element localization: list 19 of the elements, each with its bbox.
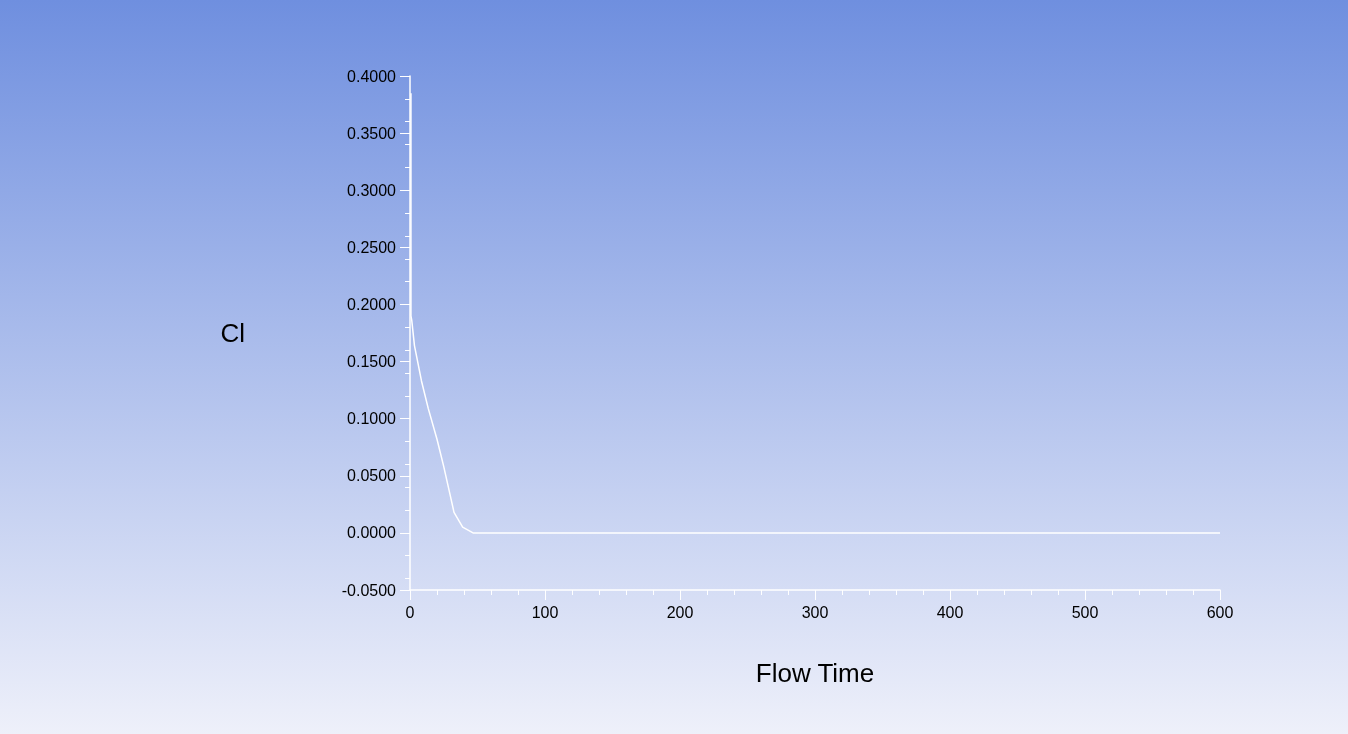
y-tick-label: 0.4000 [347, 67, 397, 85]
y-tick-label: 0.1500 [347, 353, 397, 371]
x-tick-label: 500 [1071, 603, 1099, 621]
y-tick-label: 0.2000 [347, 295, 397, 313]
y-tick-label: 0.2500 [347, 238, 397, 256]
y-tick-label: 0.0500 [347, 467, 397, 485]
y-tick-label: 0.0000 [347, 524, 397, 542]
x-tick-label: 300 [801, 603, 829, 621]
y-tick-label: 0.3500 [347, 124, 397, 142]
y-tick-label: 0.3000 [347, 181, 397, 199]
y-tick-label: 0.1000 [347, 410, 397, 428]
y-axis-title: Cl [220, 318, 245, 348]
x-tick-label: 200 [666, 603, 694, 621]
x-tick-label: 600 [1206, 603, 1234, 621]
x-tick-label: 100 [531, 603, 559, 621]
y-tick-label: -0.0500 [341, 581, 397, 599]
x-tick-label: 400 [936, 603, 964, 621]
x-axis-title: Flow Time [755, 658, 875, 688]
x-tick-label: 0 [405, 603, 415, 621]
